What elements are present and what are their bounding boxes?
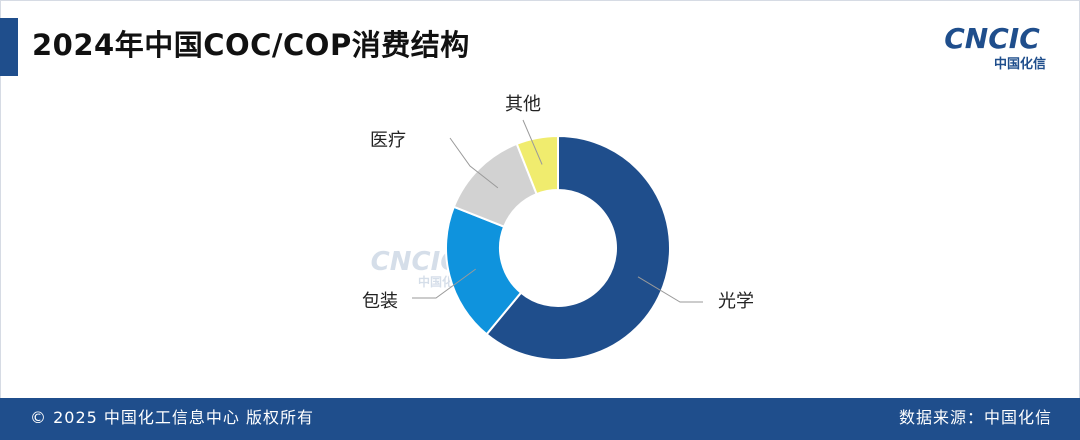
slice-label-packaging: 包装 [362, 291, 398, 312]
slice-optics [485, 134, 671, 361]
source-text: 数据来源：中国化信 [898, 408, 1052, 427]
slice-other [515, 134, 559, 196]
watermark-text: CNCIC [371, 247, 460, 277]
watermark: CNCIC 中国化信 [371, 247, 466, 289]
logo-subtext: 中国化信 [994, 56, 1046, 72]
leader-line-medical [449, 137, 499, 189]
copyright-text: © 2025 中国化工信息中心 版权所有 [30, 408, 314, 427]
slice-label-optics: 光学 [718, 291, 754, 312]
slice-label-other: 其他 [505, 94, 541, 115]
title-accent-bar [0, 18, 18, 76]
cncic-logo: CNCIC 中国化信 [944, 22, 1046, 72]
logo-text: CNCIC [944, 22, 1040, 55]
leader-lines [412, 119, 703, 303]
footer-bar: © 2025 中国化工信息中心 版权所有 数据来源：中国化信 [0, 398, 1080, 440]
slice-labels: 光学 包装 医疗 其他 [362, 94, 754, 312]
slice-label-medical: 医疗 [370, 130, 406, 151]
donut-slices [445, 134, 671, 361]
leader-line-packaging [412, 268, 476, 299]
page-title: 2024年中国COC/COP消费结构 [32, 28, 470, 62]
leader-line-other [522, 119, 543, 165]
leader-line-optics [637, 276, 703, 303]
